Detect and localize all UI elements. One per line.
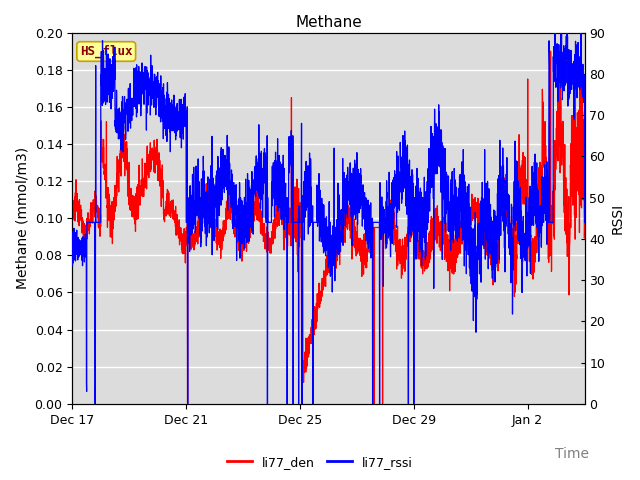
- Text: HS_flux: HS_flux: [80, 45, 132, 58]
- Text: Time: Time: [555, 447, 589, 461]
- Y-axis label: RSSI: RSSI: [611, 203, 625, 234]
- Title: Methane: Methane: [295, 15, 362, 30]
- Legend: li77_den, li77_rssi: li77_den, li77_rssi: [222, 451, 418, 474]
- Y-axis label: Methane (mmol/m3): Methane (mmol/m3): [15, 147, 29, 289]
